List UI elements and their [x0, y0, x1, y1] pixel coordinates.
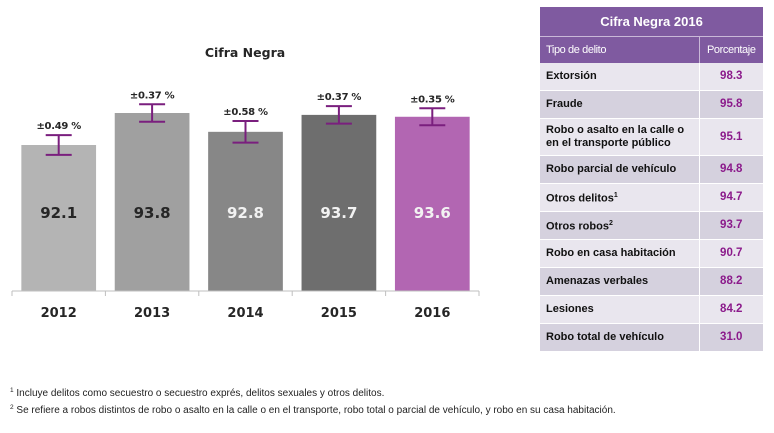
tick-label-2012: 2012: [41, 306, 77, 321]
chart-title: Cifra Negra: [205, 45, 285, 60]
footnote-text: Se refiere a robos distintos de robo o a…: [16, 404, 616, 416]
crime-type-cell: Otros delitos1: [540, 182, 699, 211]
x-axis: 2012 2013 2014 2015 2016: [11, 290, 480, 321]
footnote-marker: 2: [608, 219, 613, 227]
value-label-2012: 92.1: [40, 204, 77, 222]
tick-label-2013: 2013: [134, 306, 170, 321]
percentage-cell: 90.7: [698, 238, 763, 267]
bar-2013: [114, 113, 190, 291]
tick-label-2015: 2015: [321, 306, 357, 321]
table-row: Fraude 95.8: [540, 89, 763, 118]
error-label-2014: ±0.58 %: [223, 107, 268, 118]
table-row: Extorsión 98.3: [540, 62, 763, 90]
footnote-2: 2 Se refiere a robos distintos de robo o…: [10, 401, 650, 418]
bar-2016: [394, 116, 470, 291]
table-row: Otros robos2 93.7: [540, 210, 763, 239]
value-label-2014: 92.8: [227, 204, 264, 222]
bar-2012: [21, 145, 97, 291]
tick-label-2016: 2016: [414, 306, 450, 321]
crime-type-cell: Otros robos2: [540, 210, 699, 239]
value-label-2013: 93.8: [134, 204, 171, 222]
crime-type-cell: Robo en casa habitación: [540, 238, 699, 267]
bars-layer: ±0.49 % 92.1 ±0.37 % 93.8 ±0.58 % 92.8 ±0.37 %…: [21, 90, 470, 291]
crime-type-cell: Extorsión: [540, 62, 699, 90]
percentage-cell: 94.8: [698, 154, 763, 183]
crime-type-cell: Robo o asalto en la calle o en el transp…: [540, 117, 699, 155]
bar-2014: [208, 131, 283, 291]
crime-type-cell: Fraude: [540, 89, 699, 118]
table-row: Robo parcial de vehículo 94.8: [540, 154, 763, 183]
value-label-2015: 93.7: [320, 204, 357, 222]
value-label-2016: 93.6: [414, 204, 451, 222]
table-row: Otros delitos1 94.7: [540, 182, 763, 211]
footnotes: 1 Incluye delitos como secuestro o secue…: [10, 384, 710, 417]
table-row: Robo total de vehículo 31.0: [540, 322, 763, 351]
crime-type-cell: Lesiones: [540, 294, 699, 323]
table-body: Extorsión 98.3 Fraude 95.8 Robo o asalto en …: [540, 62, 763, 351]
table-row: Lesiones 84.2: [540, 294, 763, 323]
table-row: Robo en casa habitación 90.7: [540, 238, 763, 267]
column-header-tipo: Tipo de delito: [546, 43, 607, 56]
column-header-porcentaje: Porcentaje: [698, 36, 763, 63]
crime-type-cell: Robo total de vehículo: [540, 322, 699, 351]
percentage-cell: 88.2: [698, 266, 763, 295]
error-label-2013: ±0.37 %: [130, 90, 175, 101]
footnote-1: 1 Incluye delitos como secuestro o secue…: [10, 384, 710, 401]
table-row: Robo o asalto en la calle o en el transp…: [540, 117, 763, 155]
percentage-cell: 95.8: [698, 89, 763, 118]
percentage-cell: 31.0: [698, 322, 763, 351]
footnote-marker: 2: [10, 403, 14, 411]
tick-label-2014: 2014: [227, 306, 263, 321]
bar-2015: [301, 114, 377, 291]
table-title: Cifra Negra 2016: [540, 7, 763, 37]
bar-chart: Cifra Negra ±0.49 % 92.1 ±0.37 % 93.8 ±0.58 …: [11, 45, 480, 321]
error-label-2012: ±0.49 %: [36, 121, 81, 132]
footnote-marker: 1: [613, 191, 618, 199]
crime-type-cell: Robo parcial de vehículo: [540, 154, 699, 183]
percentage-cell: 94.7: [698, 182, 763, 211]
footnote-marker: 1: [10, 387, 14, 394]
error-label-2016: ±0.35 %: [410, 94, 455, 105]
crime-type-cell: Amenazas verbales: [540, 266, 699, 295]
error-label-2015: ±0.37 %: [317, 92, 362, 103]
percentage-cell: 84.2: [698, 294, 763, 323]
cifra-negra-table: Cifra Negra 2016 Tipo de delito Porcenta…: [540, 7, 763, 351]
table-row: Amenazas verbales 88.2: [540, 266, 763, 295]
footnote-text: Incluye delitos como secuestro o secuest…: [16, 388, 385, 399]
percentage-cell: 93.7: [698, 210, 763, 239]
percentage-cell: 95.1: [698, 117, 763, 155]
percentage-cell: 98.3: [698, 62, 763, 90]
